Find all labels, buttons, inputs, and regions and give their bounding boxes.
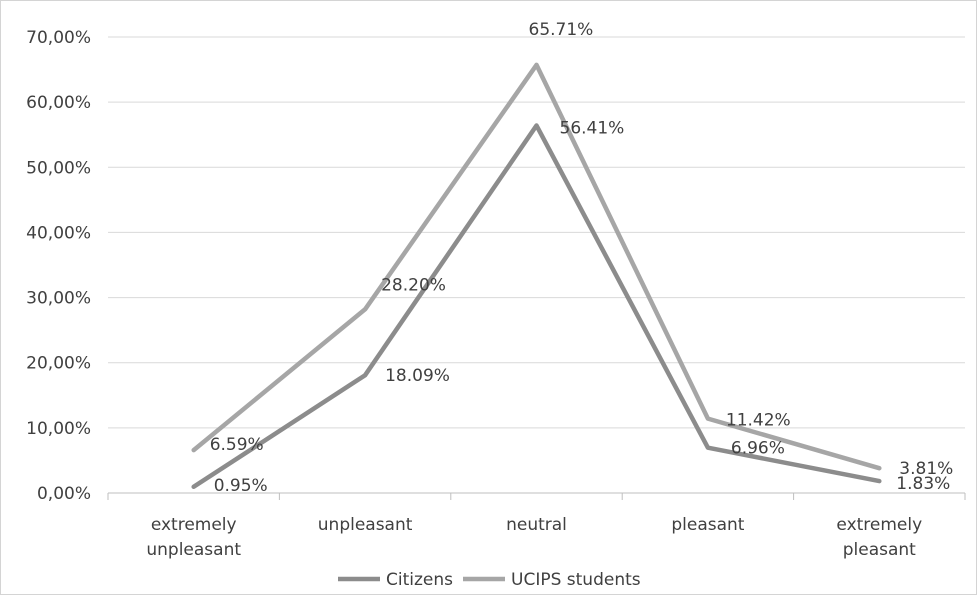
data-label: 6.96% [731, 439, 785, 459]
y-tick-label: 70,00% [26, 28, 91, 48]
data-label: 1.83% [896, 474, 950, 494]
x-category-label: pleasant [843, 540, 916, 560]
data-label: 0.95% [214, 476, 268, 496]
axes: 0,00% 10,00% 20,00% 30,00% 40,00% 50,00% 60,00… [26, 28, 966, 560]
series-lines [191, 62, 882, 490]
data-label: 56.41% [560, 119, 625, 139]
legend-label: Citizens [386, 570, 453, 590]
x-category-label: pleasant [671, 515, 744, 535]
series-line-ucips-students [191, 62, 882, 471]
y-tick-label: 20,00% [26, 354, 91, 374]
y-tick-label: 40,00% [26, 223, 91, 243]
x-category-label: unpleasant [318, 515, 413, 535]
x-category-label: unpleasant [146, 540, 241, 560]
legend-label: UCIPS students [511, 570, 641, 590]
data-label: 18.09% [385, 366, 450, 386]
gridlines [108, 36, 965, 429]
data-label: 65.71% [529, 20, 594, 40]
y-tick-label: 30,00% [26, 289, 91, 309]
y-tick-label: 60,00% [26, 93, 91, 113]
x-category-label: neutral [506, 515, 567, 535]
y-tick-label: 10,00% [26, 419, 91, 439]
y-tick-label: 50,00% [26, 158, 91, 178]
series-line-citizens [191, 123, 882, 490]
data-label: 6.59% [210, 435, 264, 455]
data-label: 3.81% [899, 459, 953, 479]
data-labels: 0.95% 18.09% 56.41% 6.96% 1.83% 6.59% 28.20% 65… [210, 20, 954, 496]
x-category-label: extremely [151, 515, 237, 535]
x-category-label: extremely [836, 515, 922, 535]
y-tick-label: 0,00% [37, 484, 91, 504]
data-label: 28.20% [381, 275, 446, 295]
legend: Citizens UCIPS students [338, 570, 641, 590]
data-label: 11.42% [726, 411, 791, 431]
